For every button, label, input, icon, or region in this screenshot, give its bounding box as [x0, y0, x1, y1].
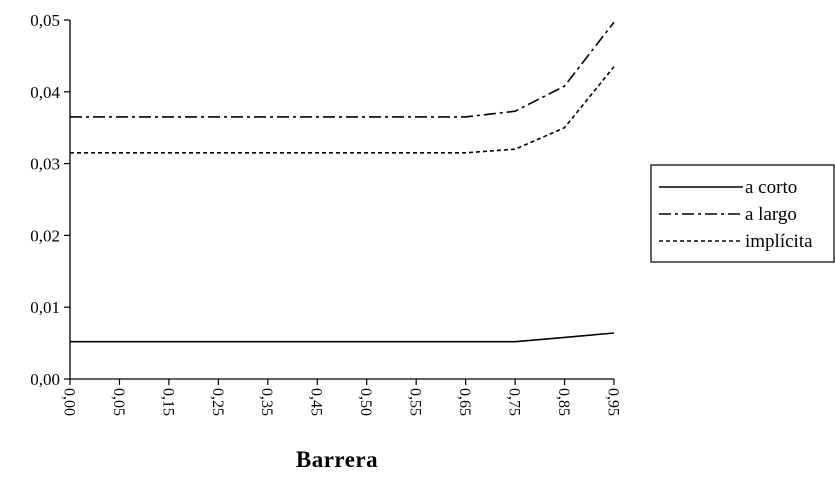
x-tick-label: 0,45 — [308, 388, 325, 416]
x-tick-label: 0,15 — [159, 388, 176, 416]
x-tick-label: 0,50 — [357, 388, 374, 416]
y-tick-label: 0,00 — [30, 370, 60, 389]
y-tick-label: 0,05 — [30, 11, 60, 30]
x-axis-label: Barrera — [296, 447, 378, 472]
series-group — [70, 21, 615, 343]
x-tick-label: 0,00 — [60, 388, 77, 416]
x-tick-label: 0,35 — [258, 388, 275, 416]
x-tick-label: 0,55 — [407, 388, 424, 416]
x-tick-label: 0,25 — [209, 388, 226, 416]
x-tick-label: 0,65 — [456, 388, 473, 416]
x-tick-label: 0,75 — [505, 388, 522, 416]
axes: 0,00 0,01 0,02 0,03 0,04 0,05 0,00 0,05 0,15 0,25… — [30, 11, 621, 416]
x-tick-label: 0,85 — [555, 388, 572, 416]
series-line-a-largo — [70, 21, 615, 118]
x-tick-label: 0,95 — [604, 388, 621, 416]
y-tick-label: 0,01 — [30, 298, 60, 317]
y-tick-label: 0,02 — [30, 226, 60, 245]
legend-label: a largo — [745, 204, 797, 225]
series-line-a-corto — [70, 332, 615, 343]
legend-box — [650, 164, 835, 263]
y-tick-label: 0,03 — [30, 155, 60, 174]
series-line-implícita — [70, 66, 615, 154]
x-tick-label: 0,05 — [110, 388, 127, 416]
y-tick-label: 0,04 — [30, 83, 60, 102]
legend-label: implícita — [745, 231, 813, 252]
legend: a corto a largo implícita — [650, 164, 835, 263]
legend-label: a corto — [745, 177, 797, 198]
